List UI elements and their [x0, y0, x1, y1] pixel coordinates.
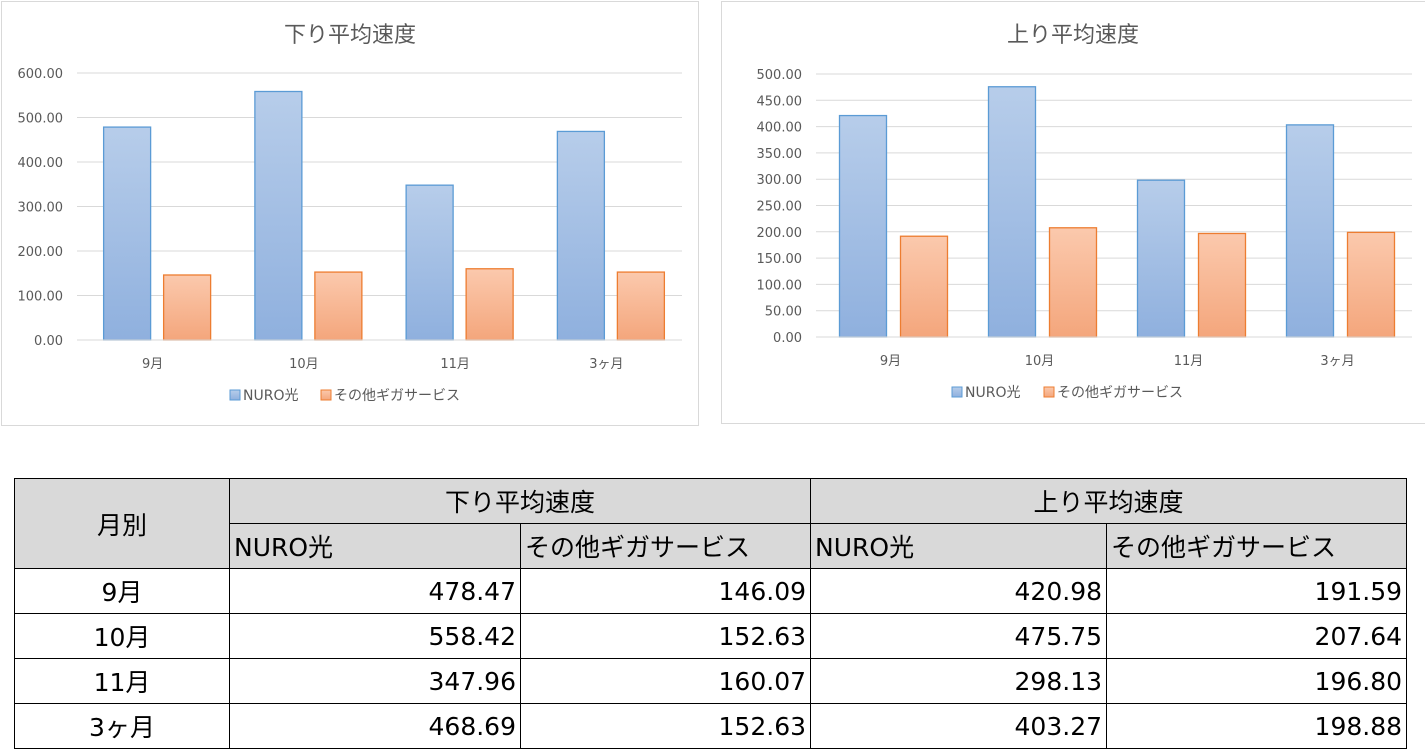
legend-label: NURO光: [965, 385, 1020, 401]
y-tick-label: 600.00: [18, 67, 64, 82]
down-other-cell: 160.07: [519, 658, 812, 704]
y-tick-label: 150.00: [757, 252, 803, 267]
upload-speed-chart: 上り平均速度 0.00 50.00 100.00 150.00 200.00 250.00 3…: [757, 23, 1412, 401]
y-tick-label: 250.00: [757, 200, 803, 215]
legend-swatch-other: [320, 389, 332, 401]
table-row: 10月 558.42 152.63 475.75 207.64: [14, 613, 1408, 659]
up-other-cell: 207.64: [1106, 613, 1408, 659]
download-chart-panel: 下り平均速度 0.00 100.00 200.00 300.00 400.00 500.00…: [1, 1, 699, 426]
y-tick-label: 450.00: [757, 94, 803, 109]
table-row: 9月 478.47 146.09 420.98 191.59: [14, 568, 1408, 614]
down-nuro-cell: 558.42: [229, 613, 521, 659]
y-tick-label: 200.00: [757, 226, 803, 241]
table-row: 3ヶ月 468.69 152.63 403.27 198.88: [14, 703, 1408, 749]
x-category-label: 3ヶ月: [589, 357, 623, 372]
down-nuro-cell: 347.96: [229, 658, 521, 704]
up-nuro-cell: 420.98: [810, 568, 1108, 614]
nuro-bar: [556, 130, 606, 341]
x-category-label: 9月: [142, 357, 163, 372]
x-category-label: 3ヶ月: [1320, 354, 1354, 369]
x-category-label: 10月: [1025, 354, 1055, 369]
down-nuro-cell: 468.69: [229, 703, 521, 749]
nuro-bar: [987, 86, 1037, 338]
x-category-label: 11月: [440, 357, 470, 372]
nuro-bar: [1136, 179, 1186, 338]
nuro-bar: [838, 114, 888, 338]
chart-title: 下り平均速度: [284, 23, 416, 48]
down-other-cell: 152.63: [519, 613, 812, 659]
up-other-cell: 191.59: [1106, 568, 1408, 614]
legend-label: その他ギガサービス: [334, 388, 460, 404]
other-bar: [1346, 231, 1396, 338]
other-bar: [465, 268, 514, 341]
nuro-bar: [1285, 124, 1335, 338]
download-group-header: 下り平均速度: [228, 478, 812, 524]
down-nuro-cell: 478.47: [229, 568, 521, 614]
x-category-label: 9月: [880, 354, 901, 369]
month-cell: 3ヶ月: [14, 703, 230, 749]
table-row: 11月 347.96 160.07 298.13 196.80: [14, 658, 1408, 704]
y-tick-label: 200.00: [18, 245, 64, 260]
legend-swatch-other: [1043, 386, 1055, 398]
other-bar: [899, 235, 949, 338]
other-bar: [1048, 227, 1098, 338]
other-bar: [1197, 232, 1247, 338]
up-nuro-cell: 403.27: [810, 703, 1108, 749]
legend-swatch-nuro: [951, 386, 963, 398]
y-tick-label: 350.00: [757, 147, 803, 162]
download-nuro-header: NURO光: [229, 523, 521, 569]
y-tick-label: 100.00: [18, 290, 64, 305]
upload-chart-panel: 上り平均速度 0.00 50.00 100.00 150.00 200.00 250.00 3…: [721, 1, 1425, 424]
y-tick-label: 400.00: [18, 156, 64, 171]
table-header-row: 月別 下り平均速度 上り平均速度: [14, 478, 1408, 569]
speed-table: 月別 下り平均速度 上り平均速度 NURO光 その他ギガサービス NURO光 そ…: [14, 478, 1408, 749]
y-tick-label: 500.00: [18, 112, 64, 127]
month-cell: 11月: [14, 658, 230, 704]
y-tick-label: 0.00: [34, 334, 63, 349]
y-tick-label: 0.00: [773, 331, 802, 346]
other-bar: [314, 271, 363, 341]
other-bar: [616, 271, 666, 341]
nuro-bar: [102, 126, 152, 341]
table-subheader-row: NURO光 その他ギガサービス NURO光 その他ギガサービス: [15, 523, 1408, 569]
y-tick-label: 400.00: [757, 121, 803, 136]
y-tick-label: 300.00: [18, 201, 64, 216]
nuro-bar: [254, 90, 303, 341]
down-other-cell: 146.09: [519, 568, 812, 614]
y-tick-label: 100.00: [757, 278, 803, 293]
y-tick-label: 500.00: [757, 68, 803, 83]
month-cell: 9月: [14, 568, 230, 614]
y-tick-label: 300.00: [757, 173, 803, 188]
legend-swatch-nuro: [229, 389, 241, 401]
download-speed-chart: 下り平均速度 0.00 100.00 200.00 300.00 400.00 500.00…: [18, 23, 682, 404]
download-other-header: その他ギガサービス: [519, 523, 812, 569]
upload-group-header: 上り平均速度: [810, 478, 1408, 524]
x-category-label: 11月: [1174, 354, 1204, 369]
legend-label: その他ギガサービス: [1057, 385, 1183, 401]
upload-nuro-header: NURO光: [810, 523, 1108, 569]
upload-other-header: その他ギガサービス: [1106, 523, 1408, 569]
y-tick-label: 50.00: [765, 305, 802, 320]
x-category-label: 10月: [289, 357, 319, 372]
up-nuro-cell: 298.13: [810, 658, 1108, 704]
month-cell: 10月: [14, 613, 230, 659]
down-other-cell: 152.63: [519, 703, 812, 749]
nuro-bar: [405, 184, 454, 341]
other-bar: [162, 274, 212, 341]
up-other-cell: 198.88: [1106, 703, 1408, 749]
up-other-cell: 196.80: [1106, 658, 1408, 704]
month-header: 月別: [14, 478, 230, 569]
legend-label: NURO光: [243, 388, 298, 404]
chart-title: 上り平均速度: [1007, 23, 1139, 48]
up-nuro-cell: 475.75: [810, 613, 1108, 659]
